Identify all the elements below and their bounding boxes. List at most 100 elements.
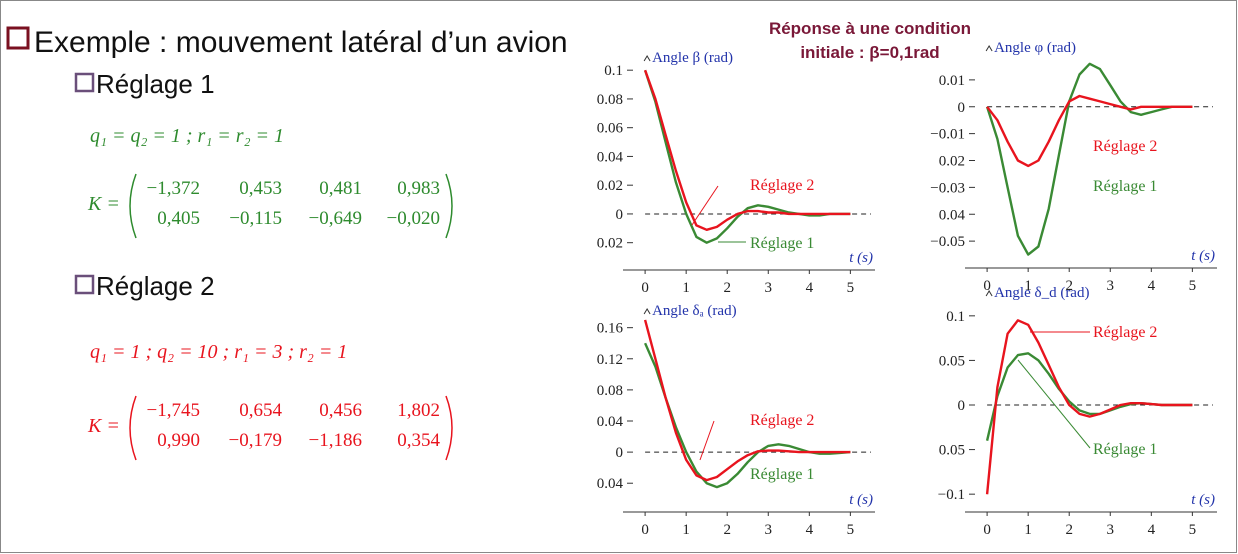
- x-tick-label: 5: [1189, 522, 1197, 538]
- matrix-bracket: [445, 395, 453, 461]
- series-label: Réglage 1: [750, 235, 814, 252]
- y-tick-label: 0.02: [597, 236, 623, 252]
- matrix-cell: −1,745: [147, 400, 200, 421]
- y-tick-label: 0: [958, 100, 966, 116]
- matrix-cell: 0,983: [397, 178, 440, 199]
- x-tick-label: 3: [1107, 522, 1115, 538]
- x-tick-label: 4: [806, 522, 814, 538]
- matrix-cell: −0,179: [229, 430, 282, 451]
- x-tick-label: 3: [765, 280, 773, 296]
- matrix-bracket: [129, 173, 137, 239]
- y-tick-label: 0.12: [597, 352, 623, 368]
- x-tick-label: 0: [641, 522, 649, 538]
- x-tick-label: 2: [723, 280, 731, 296]
- matrix-cell: 0,481: [319, 178, 362, 199]
- series-label: Réglage 2: [1093, 324, 1157, 341]
- x-axis-label: t (s): [849, 250, 873, 266]
- matrix-cell: −0,115: [229, 208, 282, 229]
- matrix-cell: 0,654: [239, 400, 282, 421]
- y-tick-label: 0.1: [946, 309, 965, 325]
- caption-line: initiale : β=0,1rad: [800, 43, 939, 62]
- bullet: [6, 26, 30, 50]
- y-tick-label: 0.05: [939, 353, 965, 369]
- leader-line: [691, 185, 719, 226]
- series-label: Réglage 1: [1093, 178, 1157, 195]
- x-tick-label: 2: [723, 522, 731, 538]
- y-tick-label: 0.04: [597, 149, 624, 165]
- y-axis-label: Angle φ (rad): [994, 40, 1076, 56]
- slide-title: Exemple : mouvement latéral d’un avion: [34, 26, 568, 59]
- y-tick-label: 0.04: [597, 476, 624, 492]
- x-tick-label: 1: [1024, 278, 1032, 294]
- x-axis-label: t (s): [1191, 248, 1215, 264]
- y-tick-label: −0.1: [938, 487, 965, 503]
- equation: q₁ = q₂ = 1 ; r₁ = r₂ = 1: [90, 125, 284, 147]
- matrix-cell: −1,186: [309, 430, 362, 451]
- matrix-cell: −0,649: [309, 208, 362, 229]
- x-tick-label: 1: [682, 280, 690, 296]
- leader-line: [1017, 359, 1091, 449]
- y-tick-label: 0: [616, 207, 624, 223]
- y-tick-label: 0: [616, 445, 624, 461]
- series-label: Réglage 1: [1093, 441, 1157, 458]
- x-tick-label: 3: [1107, 278, 1115, 294]
- matrix-bracket: [445, 173, 453, 239]
- series-line: [643, 69, 851, 231]
- y-tick-label: 0.02: [597, 178, 623, 194]
- x-tick-label: 5: [847, 522, 855, 538]
- x-tick-label: 4: [1148, 278, 1156, 294]
- section-heading: Réglage 2: [96, 271, 215, 301]
- series-line: [643, 319, 851, 482]
- series-line: [643, 69, 851, 244]
- matrix-cell: 0,456: [319, 400, 362, 421]
- x-tick-label: 0: [983, 522, 991, 538]
- axis-arrow: [985, 290, 993, 297]
- x-tick-label: 5: [847, 280, 855, 296]
- matrix-cell: 1,802: [397, 400, 440, 421]
- series-line: [985, 319, 1193, 495]
- x-tick-label: 4: [806, 280, 814, 296]
- y-tick-label: 0.04: [939, 207, 966, 223]
- leader-line: [699, 420, 715, 461]
- y-tick-label: 0.16: [597, 321, 624, 337]
- y-tick-label: 0.02: [939, 154, 965, 170]
- x-tick-label: 4: [1148, 522, 1156, 538]
- bullet: [74, 274, 95, 295]
- x-tick-label: 2: [1065, 278, 1073, 294]
- y-tick-label: −0.01: [930, 127, 965, 143]
- matrix-bracket: [129, 395, 137, 461]
- series-label: Réglage 2: [1093, 138, 1157, 155]
- y-tick-label: 0.01: [939, 73, 965, 89]
- y-tick-label: 0.08: [597, 383, 623, 399]
- matrix-cell: −0,020: [387, 208, 440, 229]
- series-label: Réglage 2: [750, 412, 814, 429]
- series-label: Réglage 1: [750, 466, 814, 483]
- axis-arrow: [643, 55, 651, 62]
- y-tick-label: 0: [958, 398, 966, 414]
- caption-line: Réponse à une condition: [769, 19, 971, 38]
- x-tick-label: 3: [765, 522, 773, 538]
- y-axis-label: Angle β (rad): [652, 50, 733, 66]
- y-tick-label: 0.06: [597, 121, 624, 137]
- series-line: [985, 62, 1193, 256]
- y-tick-label: −0.03: [930, 180, 965, 196]
- y-tick-label: 0.1: [604, 63, 623, 79]
- matrix-label: K =: [87, 415, 120, 437]
- series-line: [986, 94, 1193, 168]
- matrix-cell: 0,354: [397, 430, 440, 451]
- matrix-label: K =: [87, 193, 120, 215]
- matrix-cell: 0,453: [239, 178, 282, 199]
- bullet: [74, 72, 95, 93]
- x-axis-label: t (s): [849, 492, 873, 508]
- x-tick-label: 5: [1189, 278, 1197, 294]
- y-tick-label: 0.04: [597, 414, 624, 430]
- y-tick-label: 0.08: [597, 92, 623, 108]
- y-axis-label: Angle δₐ (rad): [652, 303, 736, 319]
- axis-arrow: [643, 308, 651, 315]
- x-tick-label: 1: [1024, 522, 1032, 538]
- x-tick-label: 0: [983, 278, 991, 294]
- x-tick-label: 0: [641, 280, 649, 296]
- x-tick-label: 2: [1065, 522, 1073, 538]
